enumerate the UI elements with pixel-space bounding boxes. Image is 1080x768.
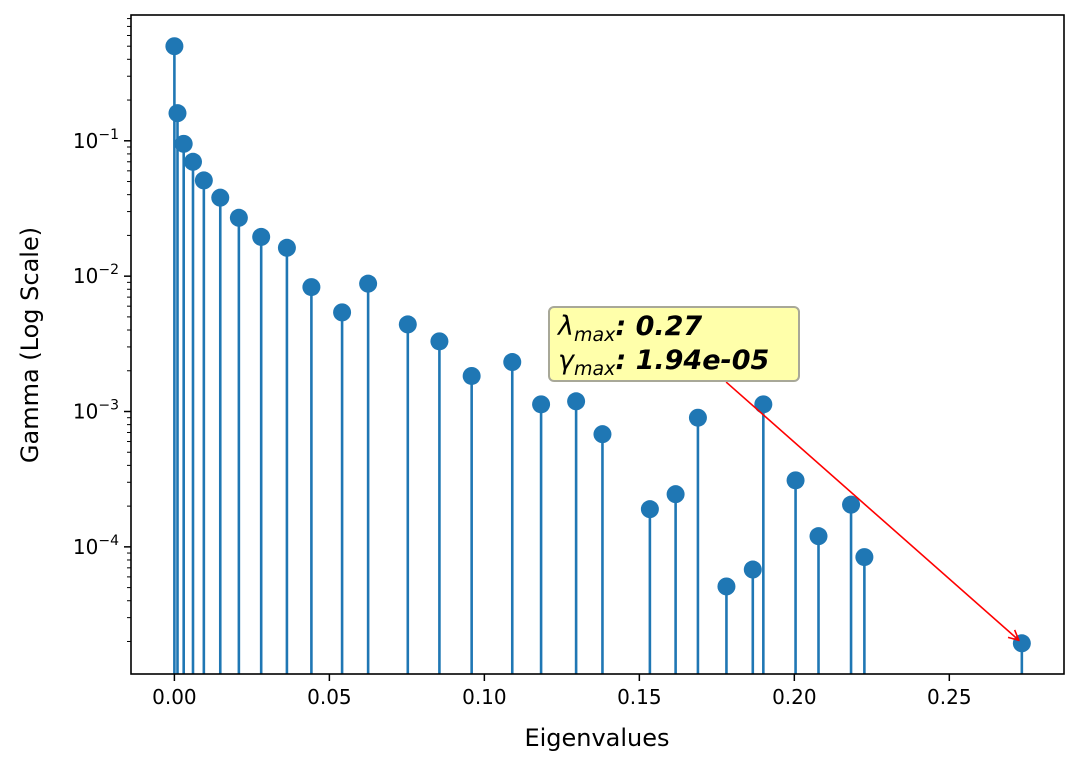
- stem-lines: [173, 46, 1024, 674]
- stem-marker-0: [165, 37, 184, 56]
- annotation-arrow: [725, 381, 1019, 640]
- x-tick-label-3: 0.15: [617, 685, 662, 709]
- stem-marker-24: [754, 395, 773, 414]
- plot-frame: [130, 14, 1065, 675]
- stem-marker-17: [567, 392, 586, 411]
- annotation-gamma-line: γmax: 1.94e-05: [558, 344, 798, 380]
- stem-marker-19: [640, 500, 659, 519]
- stem-marker-12: [398, 315, 417, 334]
- x-axis: 0.00 0.05 0.10 0.15 0.20 0.25: [152, 674, 972, 709]
- stem-marker-10: [333, 303, 352, 322]
- x-tick-label-2: 0.10: [462, 685, 507, 709]
- stem-marker-20: [666, 485, 685, 504]
- stem-marker-1: [168, 104, 187, 123]
- lambda-max-value: : 0.27: [615, 311, 703, 342]
- stem-marker-2: [174, 134, 193, 153]
- y-axis: 10−1 10−2 10−3 10−4: [73, 18, 131, 642]
- stem-marker-18: [593, 425, 612, 444]
- gamma-subscript: max: [573, 358, 616, 380]
- stem-marker-27: [842, 495, 861, 514]
- lambda-subscript: max: [573, 324, 616, 346]
- y-axis-label: Gamma (Log Scale): [16, 227, 44, 463]
- stem-marker-7: [252, 227, 271, 246]
- stem-markers: [165, 37, 1031, 653]
- stem-marker-9: [302, 278, 321, 297]
- stem-marker-22: [717, 577, 736, 596]
- stem-marker-11: [359, 274, 378, 293]
- y-tick-label-0: 10−1: [73, 127, 119, 153]
- stem-marker-3: [183, 152, 202, 171]
- stem-marker-14: [462, 366, 481, 385]
- gamma-symbol: γ: [558, 345, 574, 376]
- lambda-symbol: λ: [558, 311, 574, 342]
- stem-marker-13: [430, 332, 449, 351]
- annotation-arrow-layer: [725, 381, 1019, 640]
- stem-marker-15: [503, 353, 522, 372]
- stem-marker-26: [809, 527, 828, 546]
- stem-marker-6: [229, 208, 248, 227]
- y-tick-label-3: 10−4: [73, 533, 119, 559]
- stem-marker-5: [211, 188, 230, 207]
- annotation-lambda-line: λmax: 0.27: [558, 310, 798, 346]
- annotation-box: λmax: 0.27 γmax: 1.94e-05: [548, 306, 800, 382]
- stem-marker-21: [688, 408, 707, 427]
- stem-marker-25: [786, 471, 805, 490]
- x-tick-label-0: 0.00: [152, 685, 197, 709]
- x-tick-label-5: 0.25: [927, 685, 972, 709]
- x-axis-label: Eigenvalues: [524, 724, 669, 752]
- stem-marker-8: [277, 238, 296, 257]
- y-tick-label-2: 10−3: [73, 398, 119, 424]
- y-tick-label-1: 10−2: [73, 262, 119, 288]
- x-tick-label-4: 0.20: [772, 685, 817, 709]
- x-tick-label-1: 0.05: [307, 685, 352, 709]
- stem-marker-28: [855, 548, 874, 567]
- gamma-max-value: : 1.94e-05: [615, 345, 770, 376]
- stem-marker-23: [743, 560, 762, 579]
- stem-marker-4: [194, 171, 213, 190]
- stem-marker-16: [532, 395, 551, 414]
